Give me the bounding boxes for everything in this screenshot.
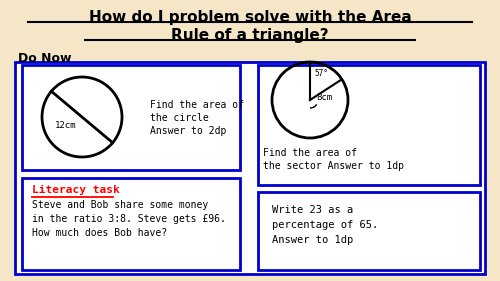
Text: in the ratio 3:8. Steve gets £96.: in the ratio 3:8. Steve gets £96. — [32, 214, 226, 224]
Text: How much does Bob have?: How much does Bob have? — [32, 228, 167, 238]
Text: 8cm: 8cm — [316, 92, 332, 101]
Text: Answer to 1dp: Answer to 1dp — [272, 235, 353, 245]
FancyBboxPatch shape — [22, 65, 240, 170]
Text: percentage of 65.: percentage of 65. — [272, 220, 378, 230]
Text: 12cm: 12cm — [55, 121, 77, 130]
Text: Rule of a triangle?: Rule of a triangle? — [171, 28, 329, 43]
Text: Steve and Bob share some money: Steve and Bob share some money — [32, 200, 208, 210]
Text: the circle: the circle — [150, 113, 209, 123]
Text: 57°: 57° — [314, 69, 328, 78]
Text: Do Now: Do Now — [18, 52, 72, 65]
FancyBboxPatch shape — [22, 178, 240, 270]
FancyBboxPatch shape — [258, 192, 480, 270]
FancyBboxPatch shape — [258, 65, 480, 185]
FancyBboxPatch shape — [15, 62, 485, 274]
Text: Literacy task: Literacy task — [32, 185, 120, 195]
Text: Find the area of: Find the area of — [150, 100, 244, 110]
Text: Find the area of: Find the area of — [263, 148, 357, 158]
Text: Write 23 as a: Write 23 as a — [272, 205, 353, 215]
Text: the sector Answer to 1dp: the sector Answer to 1dp — [263, 161, 404, 171]
Text: Answer to 2dp: Answer to 2dp — [150, 126, 226, 136]
Text: How do I problem solve with the Area: How do I problem solve with the Area — [88, 10, 411, 25]
